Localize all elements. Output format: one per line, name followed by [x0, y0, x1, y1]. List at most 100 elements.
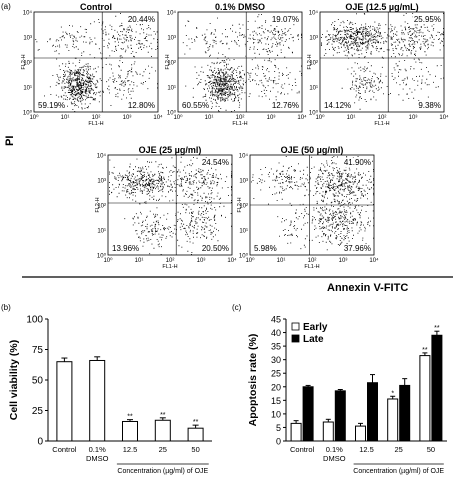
- legend-swatch-late: [291, 334, 300, 343]
- flow-plot-frame: [107, 154, 233, 256]
- x-tick-label: 10¹: [205, 115, 214, 121]
- quadrant-ll-label: 60.55%: [182, 101, 209, 110]
- significance-mark: *: [391, 390, 394, 397]
- y-tick-label: 10²: [23, 61, 32, 67]
- legend-swatch-early: [291, 322, 300, 331]
- x-tick-label: 10⁴: [153, 114, 163, 121]
- flow-plot-events: [182, 14, 302, 112]
- quadrant-ll-label: 14.12%: [324, 101, 351, 110]
- x-tick-label: 10⁰: [315, 114, 325, 121]
- x-tick-label: 10²: [92, 115, 101, 121]
- y-tick-label: 10⁴: [167, 10, 177, 17]
- x-tick-label: 10⁰: [173, 114, 183, 121]
- y-tick-label: 10⁰: [97, 253, 107, 260]
- bar-late: [367, 382, 378, 442]
- quadrant-lr-label: 12.80%: [128, 101, 155, 110]
- bar-early: [419, 355, 431, 442]
- quadrant-ll-label-bg: [253, 244, 278, 253]
- bar: [89, 359, 106, 442]
- bar-early: [355, 425, 366, 442]
- quadrant-ur-label: 20.44%: [128, 15, 155, 24]
- y-tick-label: 25: [271, 369, 281, 379]
- y-tick-label: 10¹: [309, 86, 318, 92]
- y-tick-label: 10³: [239, 179, 248, 185]
- x-tick-label: DMSO: [323, 454, 346, 463]
- x-tick-label: 10²: [308, 258, 317, 264]
- significance-mark: **: [422, 347, 428, 354]
- x-tick-label: DMSO: [86, 454, 109, 463]
- x-axis-channel: FL1-H: [88, 121, 103, 127]
- y-tick-label: 10²: [167, 61, 176, 67]
- x-tick-label: 50: [191, 445, 199, 454]
- y-tick-label: 30: [271, 355, 281, 365]
- x-tick-label: 10³: [267, 115, 276, 121]
- y-tick-label: 10¹: [97, 229, 106, 235]
- y-tick-label: 10⁰: [239, 253, 249, 260]
- quadrant-ll-label: 59.19%: [38, 101, 65, 110]
- x-tick-label: 10³: [197, 258, 206, 264]
- quadrant-ur-label-bg: [126, 15, 156, 24]
- x-tick-label: Control: [290, 445, 315, 454]
- quadrant-lr-label-bg: [342, 244, 372, 253]
- x-axis-channel: FL1-H: [232, 121, 247, 127]
- y-tick-label: 10³: [309, 36, 318, 42]
- x-tick-label: 10⁴: [369, 257, 379, 264]
- flow-plot-frame: [33, 11, 159, 113]
- quadrant-lr-label: 20.50%: [202, 244, 229, 253]
- legend-label-early: Early: [303, 322, 328, 333]
- quadrant-ur-label-bg: [342, 158, 372, 167]
- quadrant-lr-label-bg: [417, 101, 442, 110]
- x-tick-label: 10⁰: [245, 257, 255, 264]
- y-axis-channel: FL2-H: [165, 54, 171, 69]
- quadrant-ur-label: 24.54%: [202, 158, 229, 167]
- y-tick-label: 10⁴: [97, 153, 107, 160]
- quadrant-ll-label-bg: [181, 101, 211, 110]
- bar-late: [399, 384, 411, 442]
- y-tick-label: 10²: [309, 61, 318, 67]
- bar-late: [302, 386, 314, 442]
- y-tick-label: 10³: [23, 36, 32, 42]
- panel-b-label: (b): [1, 303, 11, 312]
- x-tick-label: 25: [395, 445, 403, 454]
- y-tick-label: 10²: [97, 204, 106, 210]
- y-tick-label: 10⁴: [309, 10, 319, 17]
- quadrant-ur-label-bg: [412, 15, 442, 24]
- y-tick-label: 10³: [167, 36, 176, 42]
- bar: [122, 420, 138, 442]
- y-axis-channel: FL2-H: [21, 54, 27, 69]
- quadrant-ur-label: 41.90%: [344, 158, 371, 167]
- x-tick-label: 10⁰: [29, 114, 39, 121]
- x-tick-label: 10¹: [135, 258, 144, 264]
- x-tick-label: 10¹: [61, 115, 70, 121]
- y-tick-label: 10: [271, 409, 281, 419]
- y-tick-label: 50: [32, 376, 44, 387]
- quadrant-ur-label-bg: [270, 15, 300, 24]
- y-tick-label: 10¹: [239, 229, 248, 235]
- flow-plot-title: OJE (25 µg/ml): [139, 145, 202, 155]
- flow-plot-events: [35, 13, 158, 112]
- y-tick-label: 40: [271, 328, 281, 338]
- x-axis-channel: FL1-H: [162, 264, 177, 270]
- x-tick-label: 12.5: [359, 445, 374, 454]
- y-tick-label: 0: [276, 437, 281, 447]
- x-axis-title: Concentration (µg/ml) of OJE: [353, 468, 444, 475]
- flow-plot-title: OJE (50 µg/ml): [281, 145, 344, 155]
- quadrant-ur-label: 19.07%: [272, 15, 299, 24]
- x-tick-label: 10²: [236, 115, 245, 121]
- quadrant-lr-label-bg: [200, 244, 230, 253]
- x-tick-label: 10⁴: [439, 114, 449, 121]
- bar: [154, 419, 171, 442]
- y-tick-label: 0: [37, 437, 43, 448]
- y-tick-label: 45: [271, 315, 281, 325]
- y-tick-label: 10¹: [23, 86, 32, 92]
- flow-plot-title: OJE (12.5 µg/mL): [345, 2, 418, 12]
- bar-early: [322, 421, 334, 442]
- y-axis-channel: FL2-H: [95, 197, 101, 212]
- y-axis-channel: FL2-H: [237, 197, 243, 212]
- y-tick-label: 10⁰: [167, 110, 177, 117]
- legend-label-late: Late: [303, 334, 324, 345]
- significance-mark: **: [193, 419, 199, 426]
- x-tick-label: 10⁴: [297, 114, 307, 121]
